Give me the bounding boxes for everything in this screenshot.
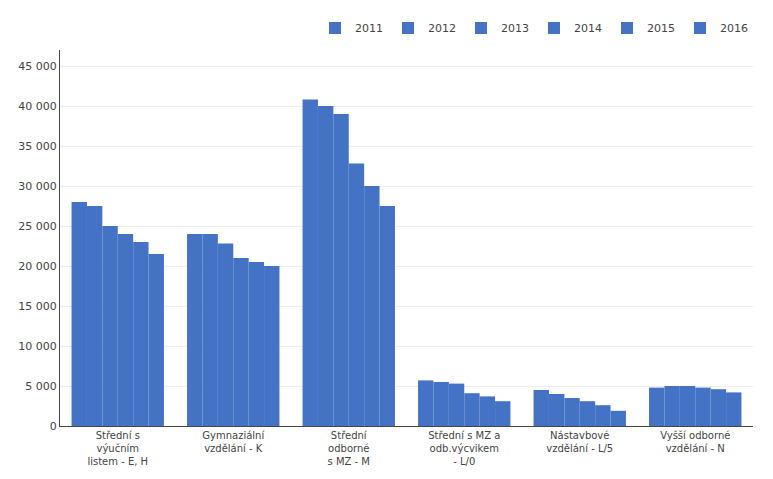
svg-text:5 000: 5 000: [25, 380, 57, 393]
svg-text:40 000: 40 000: [18, 100, 57, 113]
svg-text:35 000: 35 000: [18, 140, 57, 153]
svg-text:10 000: 10 000: [18, 340, 57, 353]
svg-text:Vyšší odbornévzdělání - N: Vyšší odbornévzdělání - N: [660, 430, 730, 454]
svg-text:2016: 2016: [720, 22, 748, 35]
svg-text:15 000: 15 000: [18, 300, 57, 313]
svg-text:25 000: 25 000: [18, 220, 57, 233]
svg-text:2011: 2011: [355, 22, 383, 35]
svg-text:Střední svýučnímlistem - E, H: Střední svýučnímlistem - E, H: [87, 430, 148, 467]
svg-text:30 000: 30 000: [18, 180, 57, 193]
svg-text:20 000: 20 000: [18, 260, 57, 273]
svg-text:Gymnaziálnívzdělání - K: Gymnaziálnívzdělání - K: [202, 430, 265, 454]
svg-text:2012: 2012: [428, 22, 456, 35]
svg-text:Nástavbovévzdělání - L/5: Nástavbovévzdělání - L/5: [546, 430, 613, 454]
svg-text:Střední s MZ aodb.výcvikem- L/: Střední s MZ aodb.výcvikem- L/0: [428, 430, 500, 467]
svg-text:45 000: 45 000: [18, 60, 57, 73]
svg-text:0: 0: [50, 420, 57, 433]
svg-text:Středníodbornés MZ - M: Středníodbornés MZ - M: [328, 430, 370, 467]
svg-text:2013: 2013: [501, 22, 529, 35]
svg-text:2015: 2015: [647, 22, 675, 35]
svg-text:2014: 2014: [574, 22, 602, 35]
